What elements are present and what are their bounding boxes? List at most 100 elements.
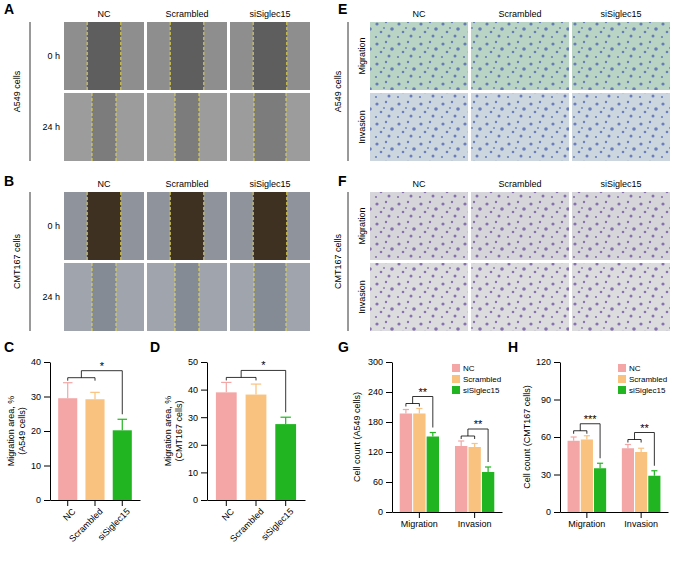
row-label: 24 h xyxy=(42,292,60,302)
x-tick: Migration xyxy=(568,512,605,529)
column-header: siSiglec15 xyxy=(249,9,290,19)
image-panel: BNCScrambledsiSiglec150 h24 hCMT167 cell… xyxy=(4,173,310,331)
panel-letter: C xyxy=(4,339,14,355)
bar xyxy=(85,399,104,500)
error-bar xyxy=(485,467,491,472)
micrograph xyxy=(147,263,227,331)
stained-cells xyxy=(471,93,569,161)
y-tick: 40 xyxy=(31,357,50,367)
y-tick: 240 xyxy=(368,387,392,397)
error-bar-stem xyxy=(122,419,123,430)
y-tick-mark xyxy=(554,362,560,363)
error-bar xyxy=(281,417,291,424)
y-tick: 10 xyxy=(31,461,50,471)
micrograph-background xyxy=(572,263,670,331)
micrograph xyxy=(572,22,670,90)
x-tick-label: Invasion xyxy=(458,519,492,529)
y-axis: 060120180240300 xyxy=(368,357,393,517)
error-bar xyxy=(251,384,261,394)
bar xyxy=(275,424,296,500)
legend: NCScrambledsiSiglec15 xyxy=(618,364,667,395)
x-tick-label: Migration xyxy=(401,519,438,529)
significance-bracket xyxy=(461,429,488,462)
micrograph-background xyxy=(64,93,144,161)
y-tick-label: 120 xyxy=(368,447,383,457)
error-bar xyxy=(118,419,128,430)
error-bar xyxy=(597,463,603,468)
micrograph xyxy=(230,192,310,260)
y-tick-mark xyxy=(201,417,207,418)
bar xyxy=(468,447,480,512)
panel-letter: E xyxy=(338,1,347,17)
legend-swatch xyxy=(452,375,460,383)
legend-swatch xyxy=(452,364,460,372)
plot-marks xyxy=(400,409,495,513)
group-bracket xyxy=(348,192,349,331)
y-tick: 50 xyxy=(188,357,207,367)
significance-bracket xyxy=(406,397,433,428)
micrograph xyxy=(230,263,310,331)
y-tick-label: 30 xyxy=(541,470,551,480)
wound-area xyxy=(170,192,204,260)
error-bar-stem xyxy=(654,471,655,476)
micrograph-background xyxy=(572,192,670,260)
y-tick-label: 240 xyxy=(368,387,383,397)
y-tick: 10 xyxy=(188,468,207,478)
error-bar-stem xyxy=(67,383,68,399)
micrograph xyxy=(230,22,310,90)
micrograph xyxy=(370,192,468,260)
error-bar-cap xyxy=(90,392,100,393)
error-bar-stem xyxy=(226,382,227,392)
chart: 01020304050NCScrambledsiSiglec15Migratio… xyxy=(163,357,306,544)
micrograph-background xyxy=(230,93,310,161)
group-label: A549 cells xyxy=(333,70,343,112)
legend-label: NC xyxy=(629,364,641,373)
wound-edge xyxy=(116,263,117,331)
y-tick-label: 300 xyxy=(368,357,383,367)
wound-edge xyxy=(286,263,287,331)
micrograph xyxy=(370,93,468,161)
panel-letter: F xyxy=(338,173,347,189)
micrograph xyxy=(572,93,670,161)
micrograph-background xyxy=(370,93,468,161)
wound-edge xyxy=(203,22,204,90)
micrograph xyxy=(147,93,227,161)
image-panel: ANCScrambledsiSiglec150 h24 hA549 cells xyxy=(4,1,310,161)
error-bar xyxy=(90,392,100,399)
micrograph-background xyxy=(64,22,144,90)
x-axis: NCScrambledsiSiglec15 xyxy=(51,500,141,544)
y-tick: 30 xyxy=(31,392,50,402)
y-tick-label: 40 xyxy=(31,357,41,367)
y-axis-title: Cell count (A549 cells) xyxy=(352,392,362,482)
significance-label: *** xyxy=(584,413,598,425)
x-tick-label: Invasion xyxy=(624,519,658,529)
wound-area xyxy=(254,263,286,331)
y-axis-line xyxy=(207,363,208,501)
legend-label: NC xyxy=(463,364,475,373)
y-tick-label: 20 xyxy=(31,426,41,436)
y-axis-line xyxy=(392,363,393,513)
stained-cells xyxy=(370,93,468,161)
y-tick-label: 180 xyxy=(368,417,383,427)
micrograph-background xyxy=(471,93,569,161)
significance-label: ** xyxy=(640,422,649,434)
y-tick-mark xyxy=(201,445,207,446)
stained-cells xyxy=(572,263,670,331)
micrograph xyxy=(147,22,227,90)
column-header: NC xyxy=(98,9,111,19)
error-bar-stem xyxy=(432,433,433,437)
x-tick: Migration xyxy=(401,512,438,529)
bar xyxy=(113,430,132,500)
y-tick-mark xyxy=(201,500,207,501)
y-tick-mark xyxy=(44,397,50,398)
y-tick-mark xyxy=(201,472,207,473)
error-bar-stem xyxy=(94,392,95,399)
error-bar-cap xyxy=(472,443,478,444)
row-label: Migration xyxy=(357,37,367,74)
micrograph-background xyxy=(370,22,468,90)
error-bar xyxy=(651,471,657,476)
y-axis-line xyxy=(50,363,51,501)
x-tick-label: siSiglec15 xyxy=(259,506,295,542)
y-tick-label: 10 xyxy=(188,468,198,478)
y-tick-mark xyxy=(554,400,560,401)
